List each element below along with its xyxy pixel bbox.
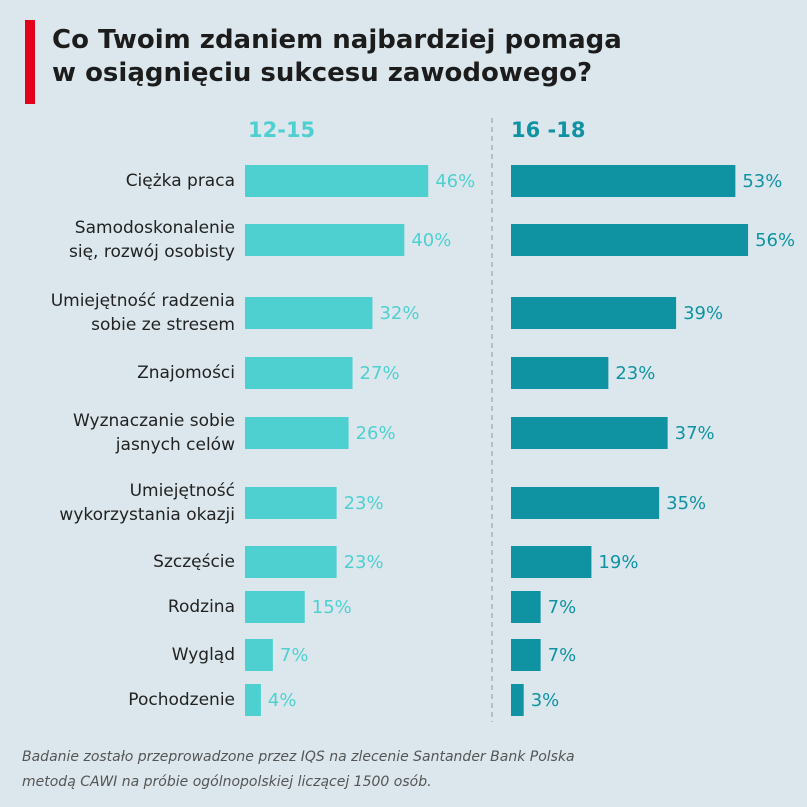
value-label: 7% bbox=[280, 645, 309, 666]
value-label: 15% bbox=[312, 597, 352, 618]
category-label: Samodoskonalenie się, rozwój osobisty bbox=[69, 218, 235, 262]
bar bbox=[511, 357, 609, 389]
bar bbox=[511, 639, 541, 671]
bar bbox=[245, 417, 349, 449]
value-label: 4% bbox=[268, 690, 297, 711]
chart-title: Co Twoim zdaniem najbardziej pomaga w osi… bbox=[52, 25, 622, 88]
category-label: Pochodzenie bbox=[128, 690, 235, 710]
bar bbox=[245, 165, 429, 197]
value-label: 39% bbox=[683, 303, 723, 324]
bar bbox=[245, 684, 261, 716]
value-label: 53% bbox=[742, 171, 782, 192]
value-label: 23% bbox=[344, 552, 384, 573]
bar bbox=[511, 297, 677, 329]
footnote: Badanie zostało przeprowadzone przez IQS… bbox=[22, 749, 575, 790]
value-label: 23% bbox=[344, 493, 384, 514]
bar bbox=[511, 546, 592, 578]
category-label: Rodzina bbox=[168, 597, 235, 617]
bar bbox=[245, 487, 337, 519]
value-label: 32% bbox=[379, 303, 419, 324]
value-label: 46% bbox=[435, 171, 475, 192]
bar bbox=[511, 591, 541, 623]
bar bbox=[511, 684, 524, 716]
bar bbox=[511, 417, 668, 449]
value-label: 23% bbox=[615, 363, 655, 384]
legend-label: 12-15 bbox=[248, 118, 315, 142]
bar bbox=[245, 297, 373, 329]
category-label: Umiejętność wykorzystania okazji bbox=[59, 481, 235, 525]
value-label: 26% bbox=[356, 423, 396, 444]
value-label: 40% bbox=[411, 230, 451, 251]
value-label: 7% bbox=[548, 645, 577, 666]
bar bbox=[511, 165, 736, 197]
bar bbox=[511, 487, 660, 519]
value-label: 3% bbox=[531, 690, 560, 711]
bar bbox=[245, 224, 405, 256]
bar bbox=[245, 546, 337, 578]
value-label: 27% bbox=[360, 363, 400, 384]
category-label: Znajomości bbox=[137, 363, 235, 383]
bar bbox=[245, 357, 353, 389]
bar bbox=[511, 224, 749, 256]
title-accent bbox=[25, 20, 35, 104]
value-label: 7% bbox=[548, 597, 577, 618]
category-label: Wyznaczanie sobie jasnych celów bbox=[73, 411, 235, 455]
value-label: 37% bbox=[675, 423, 715, 444]
bar bbox=[245, 591, 305, 623]
bar bbox=[245, 639, 273, 671]
category-label: Szczęście bbox=[153, 552, 235, 572]
legend-label: 16 -18 bbox=[511, 118, 585, 142]
category-label: Wygląd bbox=[172, 645, 235, 665]
value-label: 56% bbox=[755, 230, 795, 251]
value-label: 35% bbox=[666, 493, 706, 514]
category-label: Umiejętność radzenia sobie ze stresem bbox=[51, 291, 235, 335]
category-label: Ciężka praca bbox=[126, 171, 235, 191]
value-label: 19% bbox=[598, 552, 638, 573]
